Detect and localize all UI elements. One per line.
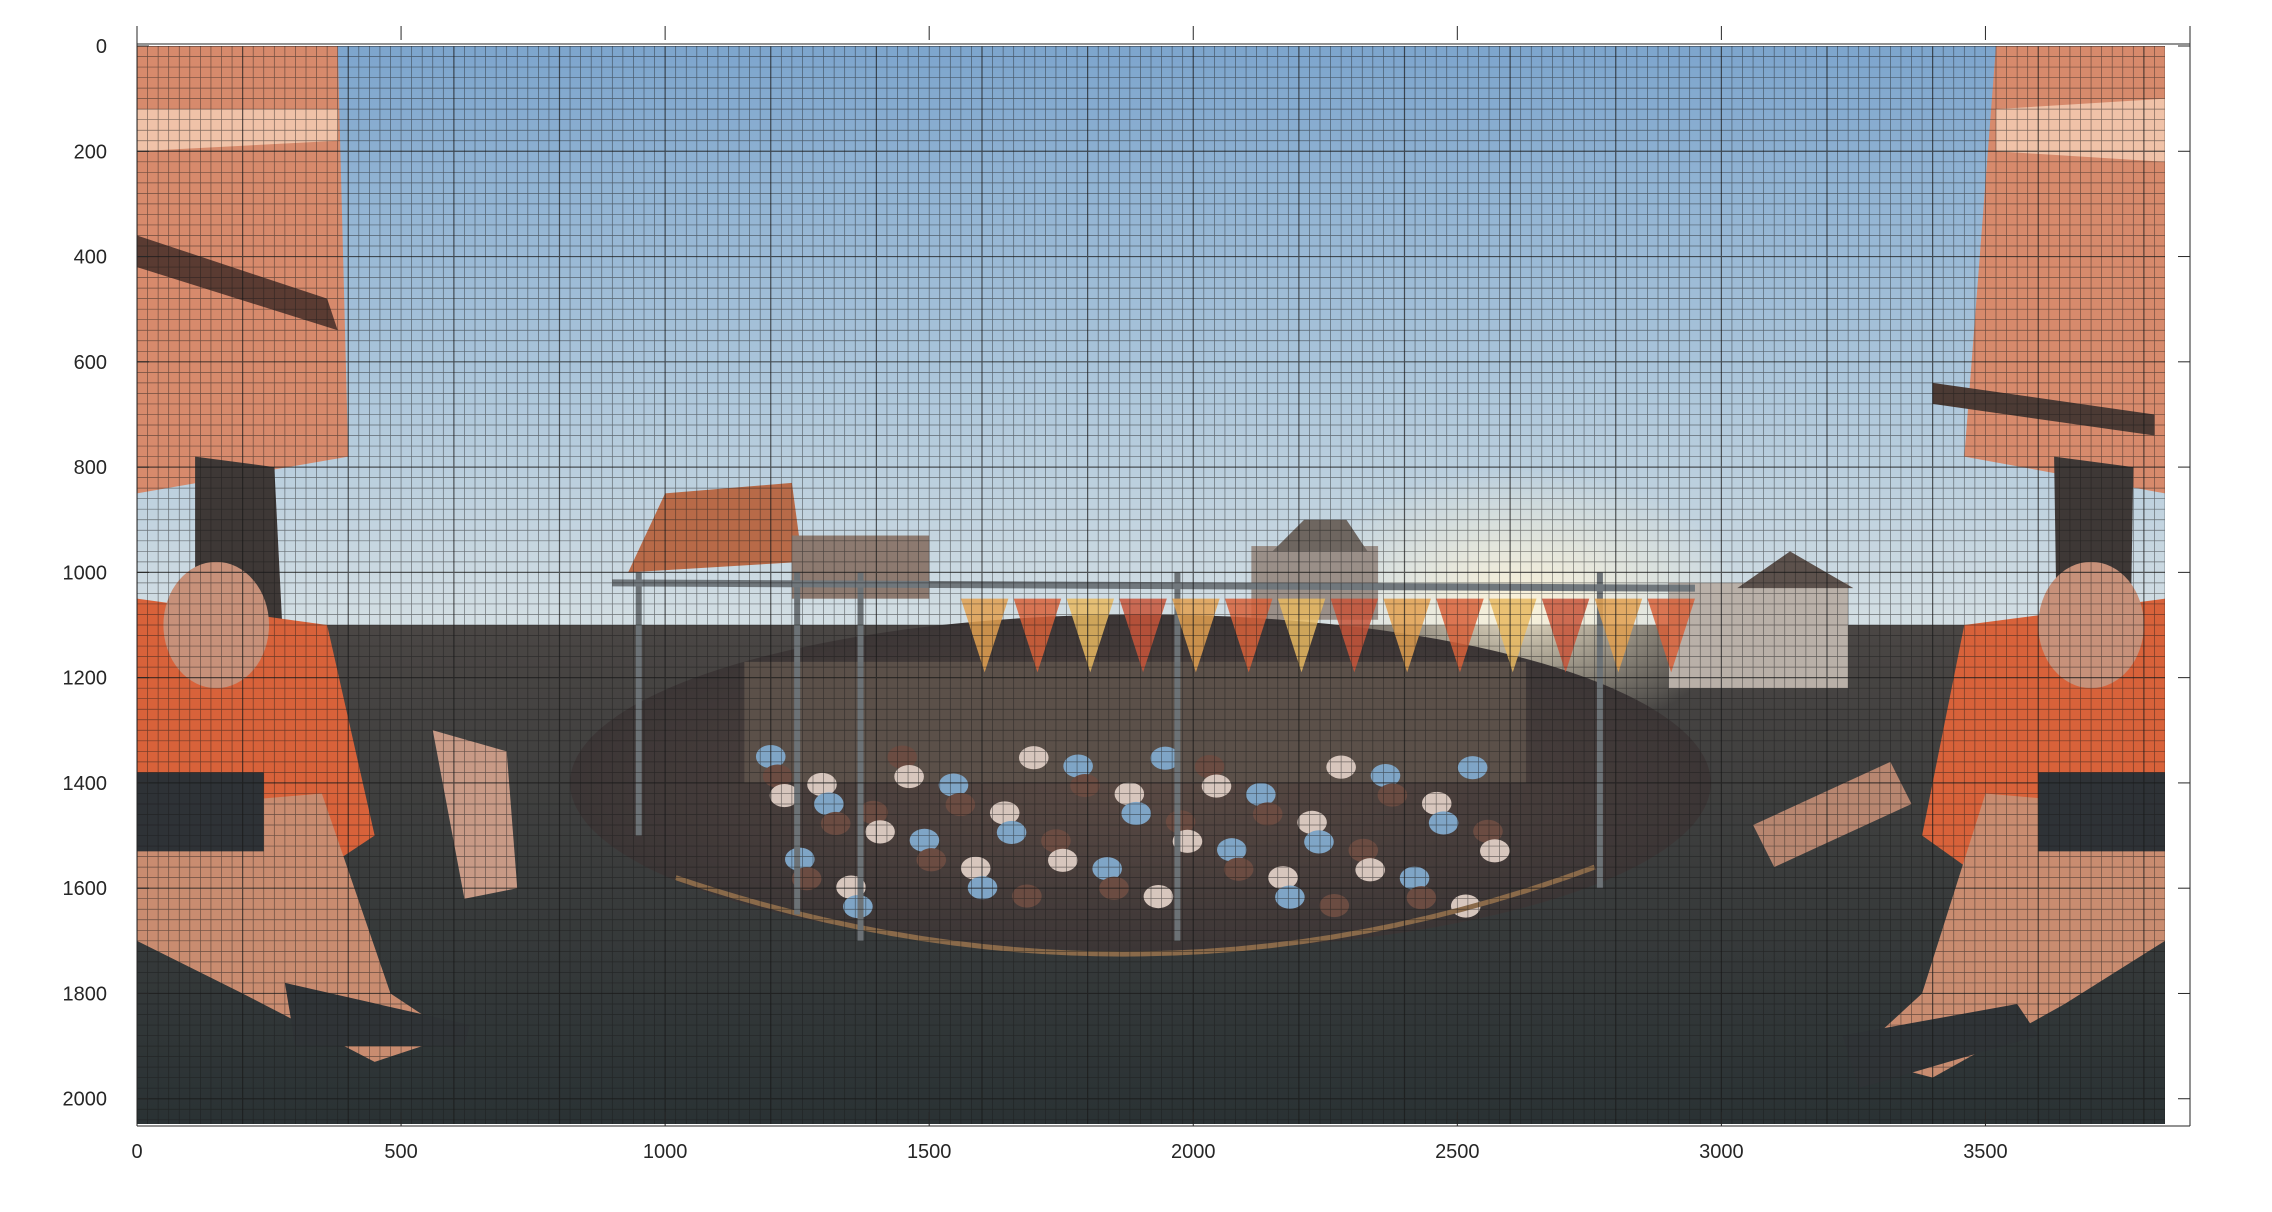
- crowd-person: [989, 801, 1020, 825]
- crowd-person: [1150, 746, 1181, 770]
- x-tick-label: 2000: [1171, 1141, 1216, 1163]
- crowd-person: [1480, 839, 1510, 863]
- rider-right-stripe-dark: [1932, 382, 2155, 436]
- crowd-person: [916, 848, 947, 872]
- crowd-person: [807, 772, 837, 797]
- crowd-person: [1063, 754, 1093, 778]
- crowd-person: [1194, 755, 1225, 779]
- crowd-person: [1473, 819, 1503, 843]
- y-tick-label: 200: [74, 141, 107, 163]
- crowd-person: [1370, 763, 1401, 788]
- y-tick-label: 600: [74, 352, 107, 374]
- crowd-person: [1348, 838, 1379, 862]
- crowd-person: [1092, 857, 1122, 881]
- crowd-person: [865, 820, 895, 844]
- crowd-person: [1377, 783, 1408, 807]
- axes: 0 500 1000 1500 2000 2500 3000 3500 0 200 400 600 80…: [63, 26, 2191, 1163]
- x-tick-label: 3000: [1699, 1141, 1744, 1163]
- y-tick-label: 400: [74, 247, 107, 269]
- x-tick-label: 2500: [1435, 1141, 1480, 1163]
- crowd-person: [909, 828, 940, 852]
- crowd-person: [1165, 810, 1196, 834]
- crowd-person: [1217, 838, 1247, 862]
- y-tick-label: 1200: [63, 668, 108, 690]
- crowd-person: [1406, 886, 1437, 910]
- x-tick-label: 0: [131, 1141, 142, 1163]
- roof-left: [628, 482, 803, 573]
- crowd-person: [1048, 848, 1078, 872]
- crowd-person: [1201, 774, 1232, 798]
- crowd-back: [744, 661, 1526, 783]
- grid-overlay: [137, 46, 2165, 1124]
- crowd-person: [1070, 773, 1100, 798]
- frame-beam: [612, 579, 1695, 592]
- y-tick-label: 1600: [63, 878, 108, 900]
- crowd-person: [1319, 893, 1350, 918]
- x-tick-label: 1500: [907, 1141, 952, 1163]
- x-tick-label: 1000: [643, 1141, 688, 1163]
- crowd-person: [1012, 884, 1042, 908]
- crowd-person: [1275, 885, 1305, 909]
- grid-major-lines: [137, 46, 2165, 1124]
- crowd-person: [887, 745, 918, 769]
- crowd-person: [996, 820, 1027, 844]
- x-tick-label: 3500: [1963, 1141, 2008, 1163]
- crowd-person: [960, 856, 991, 880]
- crowd-person: [945, 792, 976, 817]
- crowd-person: [762, 764, 793, 788]
- crowd-person: [1421, 791, 1452, 816]
- crowd-person: [1246, 782, 1276, 807]
- crowd-person: [1457, 756, 1488, 780]
- y-tick-label: 1800: [63, 983, 108, 1005]
- crowd-person: [1121, 801, 1151, 826]
- grid-minor-lines: [137, 46, 2165, 1124]
- y-tick-label: 800: [74, 457, 107, 479]
- crowd-person: [1304, 830, 1334, 854]
- crowd-person: [1399, 866, 1430, 890]
- y-tick-label: 2000: [63, 1089, 108, 1111]
- crowd-person: [894, 765, 924, 789]
- crowd-person: [1114, 782, 1145, 806]
- crowd-person: [1018, 746, 1049, 770]
- rider-left-stripe-dark: [137, 235, 338, 331]
- rider-right-leg: [1853, 793, 2165, 1078]
- crowd-person: [1355, 858, 1385, 882]
- y-tick-label: 1400: [63, 773, 108, 795]
- y-tick-label: 0: [96, 36, 107, 58]
- y-tick-label: 1000: [63, 562, 108, 584]
- x-tick-label: 500: [384, 1141, 417, 1163]
- crowd-person: [1297, 810, 1327, 834]
- crowd-person: [820, 811, 851, 836]
- crowd-person: [1252, 802, 1283, 826]
